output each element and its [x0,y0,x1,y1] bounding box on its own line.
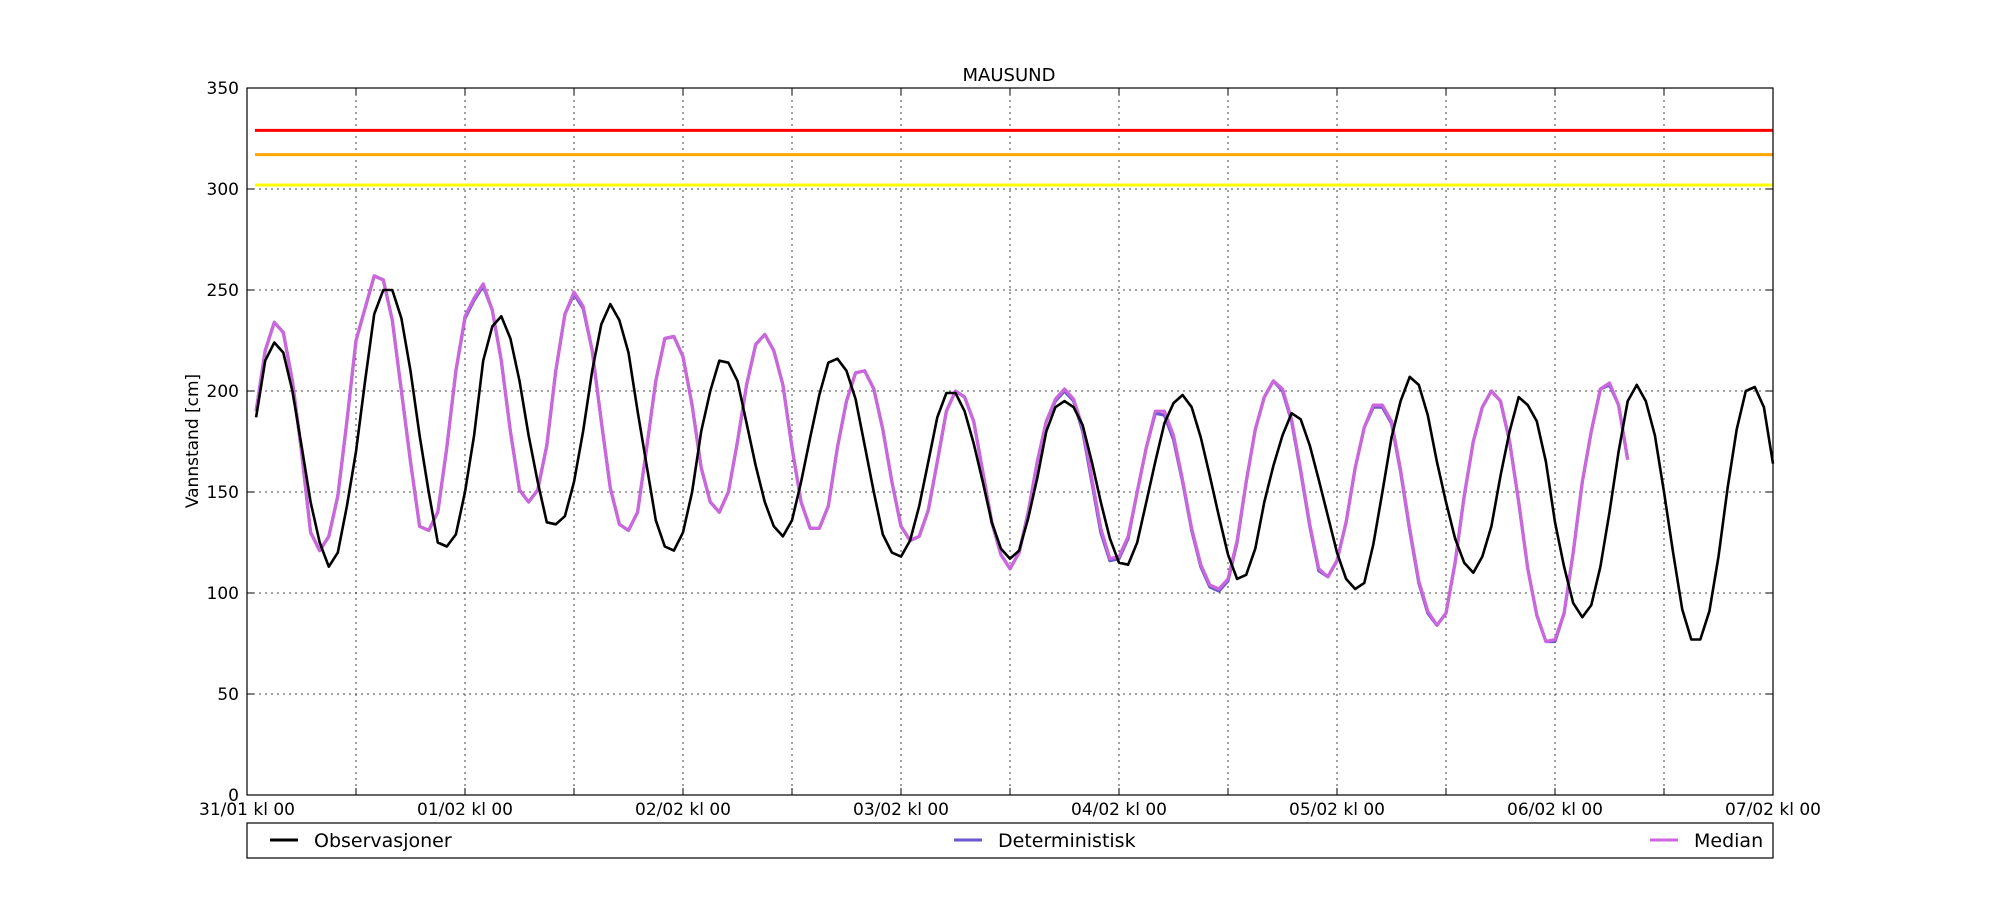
legend: Observasjoner Deterministisk Median [270,830,1763,852]
x-tick-label-4: 02/02 kl 00 [635,800,731,820]
threshold-lines [255,128,1773,187]
y-tick-label-4: 200 [207,382,239,402]
y-tick-label-3: 150 [207,483,239,503]
y-tick-label-1: 50 [217,685,239,705]
x-tick-label-8: 04/02 kl 00 [1071,800,1167,820]
y-tick-label-6: 300 [207,180,239,200]
series-line-observasjoner [254,288,1775,641]
y-axis-ticks: 0 50 100 150 200 250 300 350 [207,79,1773,806]
x-tick-label-0: 31/01 kl 00 [199,800,295,820]
legend-label-deterministisk: Deterministisk [998,830,1136,852]
legend-label-observasjoner: Observasjoner [314,830,452,852]
x-tick-label-10: 05/02 kl 00 [1289,800,1385,820]
y-tick-label-5: 250 [207,281,239,301]
x-tick-label-12: 06/02 kl 00 [1507,800,1603,820]
legend-box [246,822,1774,859]
y-tick-label-0: 0 [228,786,239,806]
x-tick-label-14: 07/02 kl 00 [1725,800,1821,820]
chart-title: MAUSUND [963,65,1056,86]
y-axis-label: Vannstand [cm] [183,374,203,508]
data-series [254,274,1775,644]
x-axis-ticks: 31/01 kl 00 01/02 kl 00 02/02 kl 00 03/02 k… [199,88,1821,820]
legend-label-median: Median [1694,830,1763,852]
x-tick-label-2: 01/02 kl 00 [417,800,513,820]
series-line-median [254,274,1630,644]
y-tick-label-2: 100 [207,584,239,604]
x-tick-label-6: 03/02 kl 00 [853,800,949,820]
y-tick-label-7: 350 [207,79,239,99]
grid [247,88,1773,795]
